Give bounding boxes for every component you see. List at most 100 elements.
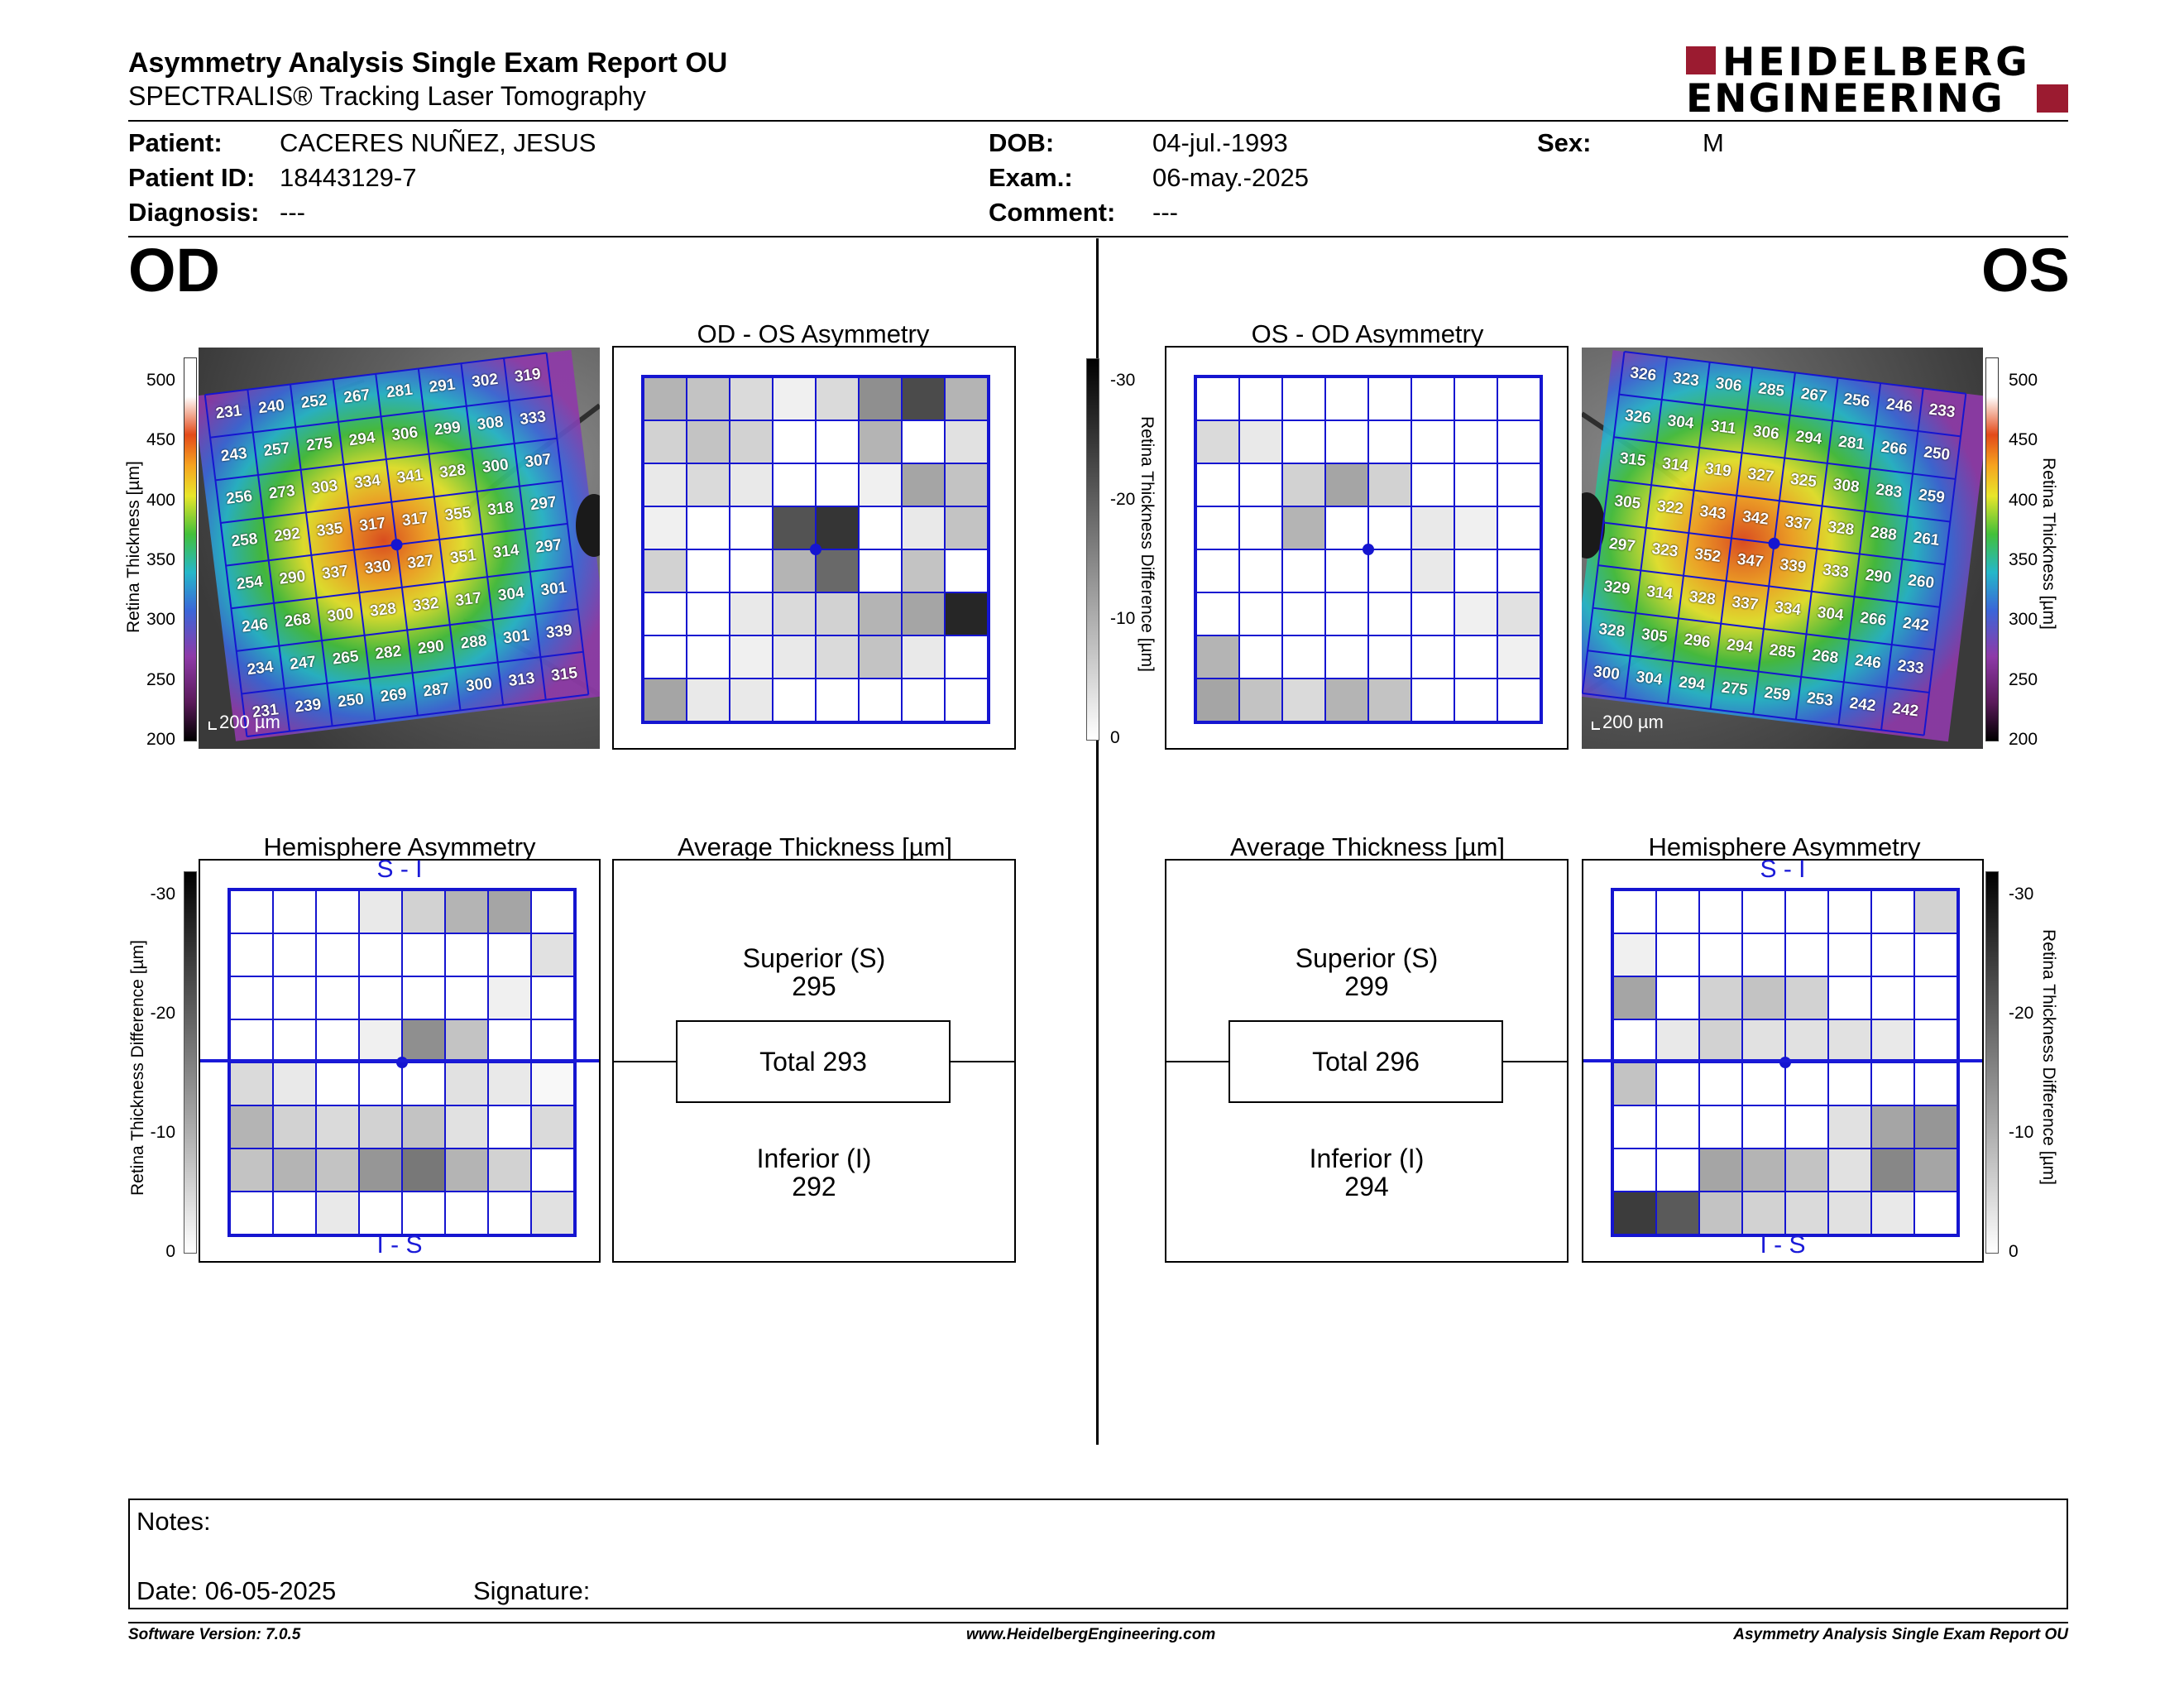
os-hemi-cell [1914, 933, 1957, 976]
os-average-title: Average Thickness [µm] [1229, 832, 1506, 861]
os-asym-cell [1368, 420, 1411, 463]
od-thickness-value: 269 [379, 685, 408, 706]
od-hemi-cell [316, 1149, 359, 1192]
signature-label: Signature: [473, 1576, 591, 1605]
od-thickness-value: 333 [519, 408, 548, 429]
od-asym-cell [902, 549, 945, 592]
od-hemi-cell [273, 890, 316, 933]
logo-red-square-top [1686, 46, 1716, 74]
os-thickness-value: 304 [1635, 668, 1664, 689]
os-thickness-value: 315 [1618, 449, 1647, 471]
od-hemi-cell [359, 1105, 402, 1149]
os-thickness-value: 334 [1774, 598, 1803, 620]
os-hemi-cell [1828, 976, 1871, 1019]
od-asym-cell [773, 549, 816, 592]
os-hemi-cell [1742, 1062, 1785, 1105]
os-asym-cell [1497, 592, 1540, 635]
od-grid-hline [236, 608, 578, 652]
od-hemi-cell [316, 976, 359, 1019]
od-asym-cell [859, 635, 902, 679]
os-thickness-value: 326 [1623, 406, 1652, 428]
od-hemi-cell [230, 1105, 273, 1149]
od-asym-cell [945, 377, 988, 420]
os-thickness-value: 343 [1698, 502, 1727, 524]
od-thickness-value: 267 [342, 386, 371, 407]
od-thickness-value: 258 [230, 530, 259, 551]
os-hemi-cell [1828, 1062, 1871, 1105]
os-hemi-cell [1914, 890, 1957, 933]
sex-value: M [1703, 128, 1724, 157]
od-hemi-cell [488, 890, 531, 933]
os-thickness-value: 305 [1640, 626, 1669, 646]
os-thickness-value: 275 [1720, 679, 1749, 700]
od-asym-cell [945, 506, 988, 549]
od-hemi-cell [273, 1192, 316, 1235]
os-asym-cell [1497, 635, 1540, 679]
os-asym-cell [1368, 592, 1411, 635]
os-hemi-diff-axis-label: Retina Thickness Difference [µm] [2039, 929, 2058, 1185]
od-thickness-value: 288 [459, 631, 488, 653]
os-thickness-value: 319 [1703, 460, 1732, 481]
od-asym-cell [816, 549, 859, 592]
logo-text-2: ENGINEERING [1686, 76, 2004, 122]
os-thickness-value: 328 [1827, 518, 1856, 539]
od-inferior-value: 292 [792, 1172, 836, 1201]
od-thickness-value: 351 [448, 546, 477, 568]
scale-tick-label: 500 [146, 371, 175, 390]
os-asym-cell [1325, 463, 1368, 506]
os-asym-cell [1239, 420, 1282, 463]
od-hemi-cell [359, 1149, 402, 1192]
os-hemi-cell [1613, 976, 1656, 1019]
scale-tick-label: 350 [146, 550, 175, 569]
os-hemi-cell [1785, 1149, 1828, 1192]
center-diff-colorbar [1086, 358, 1099, 741]
os-thickness-value: 294 [1794, 428, 1823, 448]
os-inferior-value: 294 [1344, 1172, 1389, 1201]
os-hemisphere-top-label: S - I [1760, 856, 1806, 883]
os-fovea-dot [1768, 537, 1780, 549]
os-asym-cell [1497, 549, 1540, 592]
os-hemi-cell [1785, 1062, 1828, 1105]
od-thickness-value: 256 [225, 487, 254, 508]
os-hemi-cell [1785, 976, 1828, 1019]
od-thickness-value: 314 [491, 541, 520, 563]
footer-divider [128, 1622, 2068, 1623]
os-asym-cell [1411, 506, 1454, 549]
os-superior-value: 299 [1344, 971, 1389, 1001]
od-thickness-value: 301 [539, 578, 568, 600]
od-grid-vline [417, 368, 462, 711]
os-thickness-value: 323 [1650, 539, 1679, 561]
comment-value: --- [1152, 198, 1178, 227]
os-hemi-cell [1699, 890, 1742, 933]
os-hemi-diff-colorbar [1985, 871, 1999, 1254]
os-thickness-value: 322 [1655, 497, 1684, 519]
od-asym-cell [859, 549, 902, 592]
od-hemi-cell [402, 1019, 445, 1062]
od-superior-label: Superior (S) [742, 943, 886, 973]
os-hemi-cell [1656, 1062, 1699, 1105]
os-thickness-value: 294 [1726, 635, 1755, 657]
os-hemi-cell [1914, 1105, 1957, 1149]
os-hemi-cell [1742, 976, 1785, 1019]
os-thickness-value: 242 [1891, 699, 1920, 721]
scale-tick-label: -20 [2009, 1004, 2034, 1023]
os-thickness-value: 281 [1837, 433, 1866, 454]
od-hemisphere-title: Hemisphere Asymmetry [263, 832, 536, 861]
os-thickness-value: 268 [1811, 646, 1840, 668]
os-asym-cell [1196, 592, 1239, 635]
od-eye-label: OD [128, 236, 220, 305]
os-thickness-value: 314 [1645, 583, 1674, 604]
website-link[interactable]: www.HeidelbergEngineering.com [966, 1626, 1216, 1643]
os-thickness-value: 347 [1736, 550, 1765, 572]
od-hemi-cell [273, 1149, 316, 1192]
os-hemi-cell [1828, 933, 1871, 976]
os-thickness-value: 266 [1880, 438, 1909, 459]
od-asym-cell [945, 679, 988, 722]
od-asym-cell [730, 463, 773, 506]
od-hemi-cell [230, 1062, 273, 1105]
od-thickness-value: 319 [513, 365, 542, 386]
od-thickness-value: 332 [411, 594, 440, 616]
od-asym-cell [902, 377, 945, 420]
os-thickness-value: 242 [1901, 614, 1930, 635]
od-asym-cell [859, 420, 902, 463]
